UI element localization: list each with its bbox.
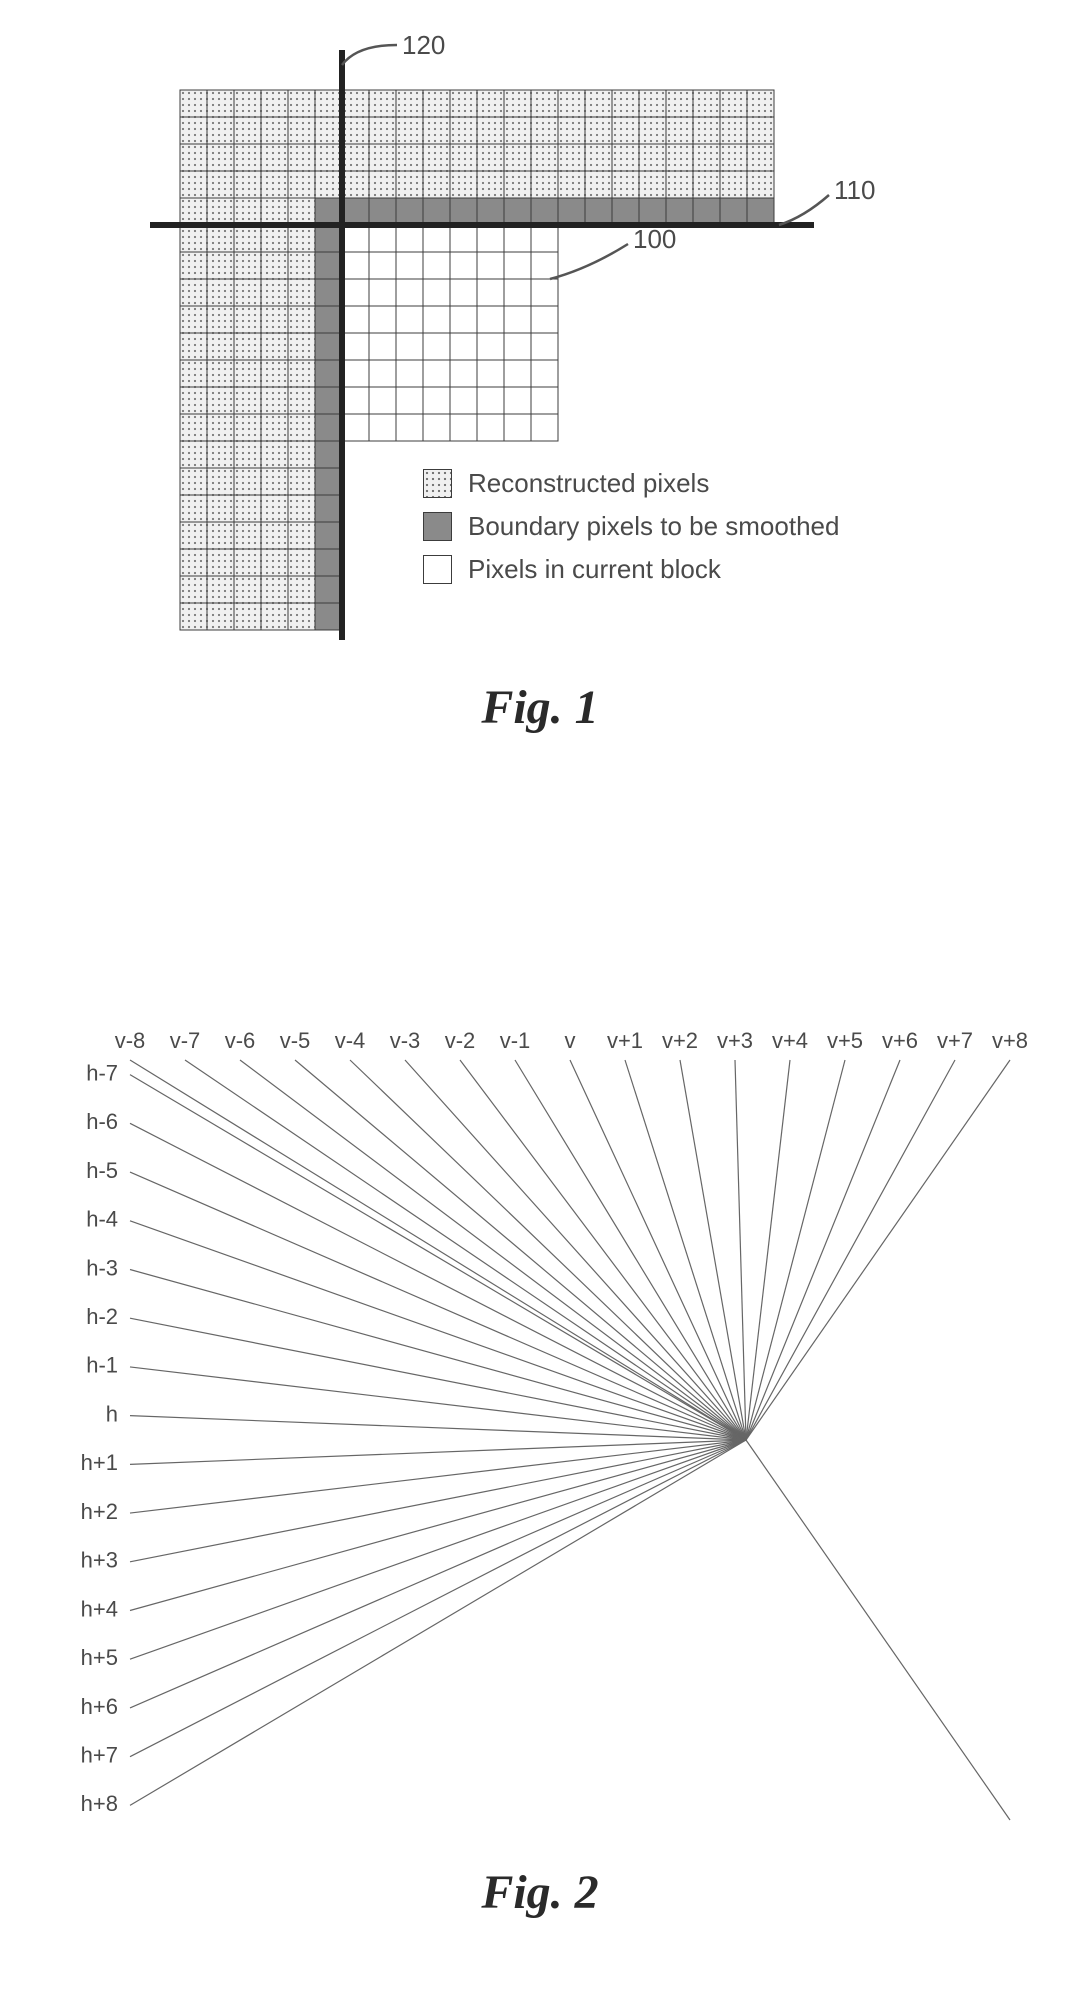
fig1-callout-110: 110 [834, 175, 875, 206]
legend-item: Boundary pixels to be smoothed [423, 511, 839, 542]
svg-text:h-2: h-2 [86, 1304, 118, 1329]
svg-text:v-6: v-6 [225, 1028, 256, 1053]
legend-swatch [423, 512, 452, 541]
svg-text:v+1: v+1 [607, 1028, 643, 1053]
svg-text:v-1: v-1 [500, 1028, 531, 1053]
svg-text:h+1: h+1 [81, 1450, 118, 1475]
svg-text:v-8: v-8 [115, 1028, 146, 1053]
legend-label: Pixels in current block [468, 554, 721, 585]
svg-text:h-5: h-5 [86, 1158, 118, 1183]
svg-text:v+2: v+2 [662, 1028, 698, 1053]
svg-text:v-4: v-4 [335, 1028, 366, 1053]
svg-text:v-3: v-3 [390, 1028, 421, 1053]
svg-text:v+6: v+6 [882, 1028, 918, 1053]
svg-text:h+3: h+3 [81, 1548, 118, 1573]
svg-text:h-6: h-6 [86, 1109, 118, 1134]
fig2-caption: Fig. 2 [0, 1865, 1080, 1920]
fig1-caption: Fig. 1 [0, 680, 1080, 735]
legend-swatch [423, 469, 452, 498]
legend-item: Reconstructed pixels [423, 468, 839, 499]
svg-text:h-3: h-3 [86, 1255, 118, 1280]
fig1-callout-120: 120 [402, 30, 445, 61]
svg-text:h+8: h+8 [81, 1791, 118, 1816]
svg-text:v-7: v-7 [170, 1028, 201, 1053]
svg-text:h-1: h-1 [86, 1353, 118, 1378]
fig1-legend: Reconstructed pixels Boundary pixels to b… [423, 468, 839, 597]
svg-text:h+5: h+5 [81, 1645, 118, 1670]
page: 120 110 100 Reconstructed pixels Boundary… [0, 0, 1080, 2008]
svg-text:v-2: v-2 [445, 1028, 476, 1053]
svg-text:v+5: v+5 [827, 1028, 863, 1053]
svg-text:v+4: v+4 [772, 1028, 808, 1053]
svg-text:h+7: h+7 [81, 1742, 118, 1767]
svg-text:v+8: v+8 [992, 1028, 1028, 1053]
svg-text:h: h [106, 1401, 118, 1426]
legend-swatch [423, 555, 452, 584]
svg-text:h-4: h-4 [86, 1207, 118, 1232]
legend-label: Reconstructed pixels [468, 468, 709, 499]
svg-text:h+4: h+4 [81, 1596, 118, 1621]
svg-text:h+6: h+6 [81, 1694, 118, 1719]
legend-label: Boundary pixels to be smoothed [468, 511, 839, 542]
legend-item: Pixels in current block [423, 554, 839, 585]
fig1-callout-100: 100 [633, 224, 676, 255]
svg-text:v-5: v-5 [280, 1028, 311, 1053]
fig2-direction-fan-diagram: v-8 v-7 v-6 v-5 v-4 v-3 v-2 v-1 v v+1 v+2 v+3 v+4 v+5… [50, 1010, 1030, 1840]
svg-text:h-7: h-7 [86, 1060, 118, 1085]
svg-text:h+2: h+2 [81, 1499, 118, 1524]
svg-text:v+7: v+7 [937, 1028, 973, 1053]
svg-text:v+3: v+3 [717, 1028, 753, 1053]
svg-text:v: v [565, 1028, 576, 1053]
